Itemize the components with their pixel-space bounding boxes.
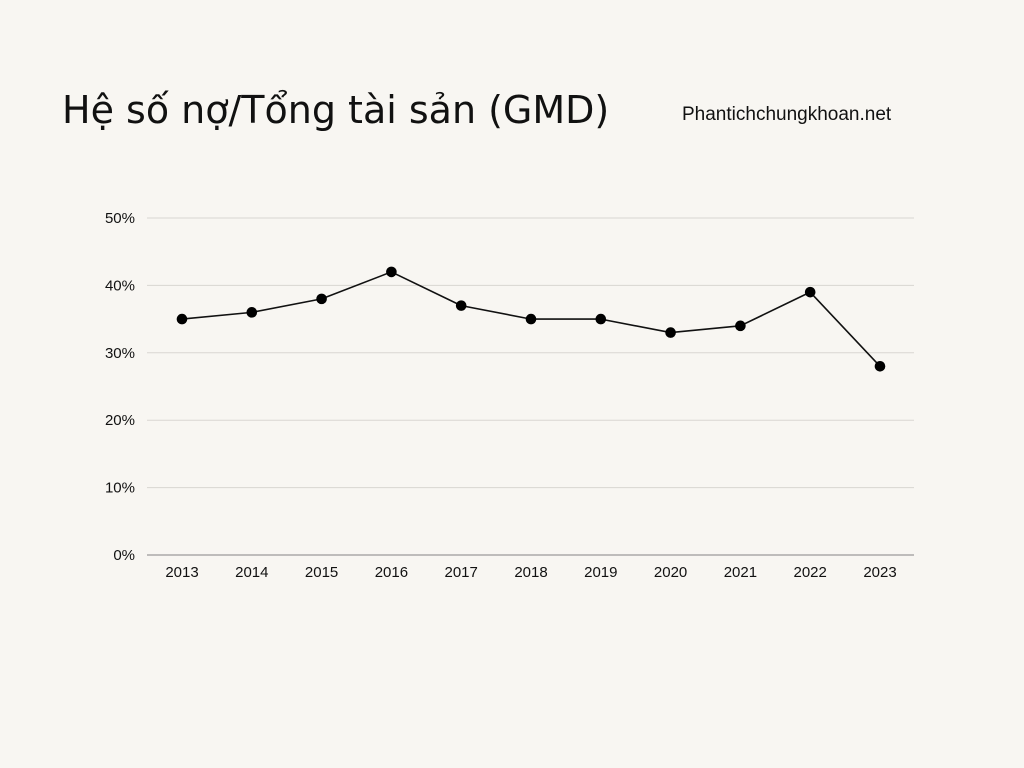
data-point-2021: [735, 320, 746, 332]
series-layer: [176, 266, 886, 372]
data-point-2017: [455, 300, 467, 311]
gridlines: [147, 217, 914, 489]
x-tick-label: 2021: [724, 564, 757, 581]
axis-labels: 0% 10% 20% 30% 40% 50% 2013 2014 2015 2016 2017 201…: [105, 210, 897, 581]
data-point-2013: [176, 313, 188, 325]
data-point-2016: [386, 266, 397, 278]
x-tick-label: 2013: [165, 564, 198, 581]
y-tick-label: 30%: [105, 345, 135, 362]
chart-title: Hệ số nợ/Tổng tài sản (GMD): [62, 88, 610, 132]
x-tick-label: 2014: [235, 564, 268, 581]
y-tick-label: 50%: [105, 210, 135, 227]
y-tick-label: 10%: [105, 480, 135, 497]
y-tick-label: 0%: [113, 547, 135, 564]
data-point-2022: [804, 286, 816, 298]
data-point-2023: [874, 360, 886, 372]
x-tick-label: 2018: [514, 564, 547, 581]
y-tick-label: 40%: [105, 277, 135, 294]
x-tick-label: 2020: [654, 564, 687, 581]
website-label: Phantichchungkhoan.net: [682, 104, 892, 125]
data-point-2015: [316, 293, 327, 305]
x-tick-label: 2022: [794, 564, 827, 581]
x-tick-label: 2016: [375, 564, 408, 581]
data-point-2019: [595, 313, 607, 325]
data-point-2018: [525, 313, 537, 325]
data-point-2020: [665, 327, 676, 338]
data-point-2014: [246, 307, 258, 318]
x-tick-label: 2023: [863, 564, 896, 581]
x-tick-label: 2017: [445, 564, 478, 581]
x-tick-label: 2015: [305, 564, 338, 581]
y-tick-label: 20%: [105, 412, 135, 429]
x-tick-label: 2019: [584, 564, 617, 581]
